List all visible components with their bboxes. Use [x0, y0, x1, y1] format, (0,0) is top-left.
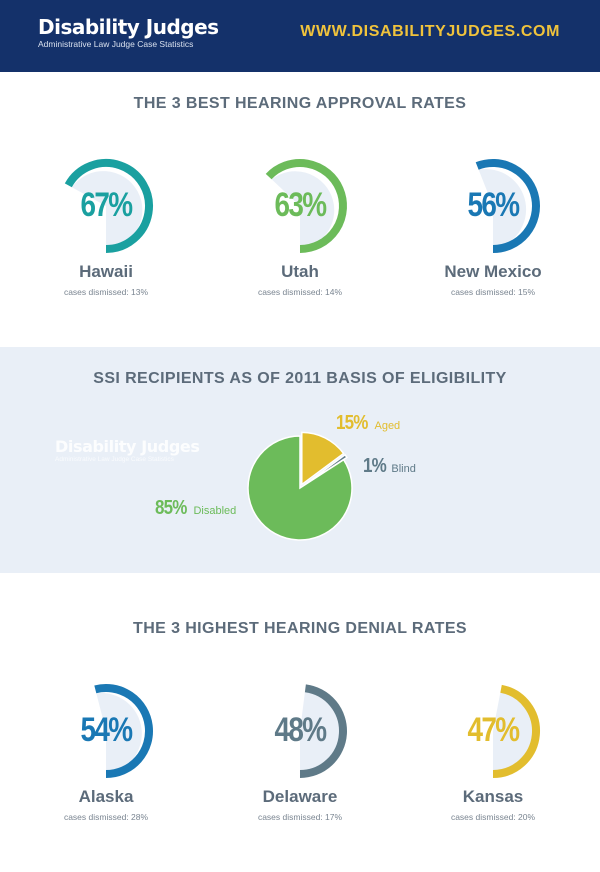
- pie-label-blind: 1% Blind: [363, 455, 416, 478]
- gauge-value: 54%: [80, 711, 134, 749]
- brand-name: Disability Judges: [38, 15, 219, 39]
- gauge-dismissed-note: cases dismissed: 14%: [257, 287, 343, 297]
- pie-label-name: Blind: [391, 463, 416, 475]
- gauge-hawaii: 67% Hawaii cases dismissed: 13%: [16, 156, 196, 297]
- gauge-ring: [64, 159, 153, 253]
- denial-section-title: THE 3 HIGHEST HEARING DENIAL RATES: [133, 620, 467, 637]
- brand-logo[interactable]: Disability Judges Administrative Law Jud…: [38, 16, 219, 49]
- gauge-dismissed-note: cases dismissed: 15%: [450, 287, 536, 297]
- gauge-state-name: Utah: [281, 262, 319, 281]
- gauge-kansas: 47% Kansas cases dismissed: 20%: [403, 681, 583, 822]
- gauge-arc: [475, 159, 540, 253]
- gauge-fill: [96, 692, 142, 774]
- gauge-dismissed-note: cases dismissed: 28%: [63, 812, 149, 822]
- gauge-value: 47%: [467, 711, 521, 749]
- gauge-new-mexico: 56% New Mexico cases dismissed: 15%: [403, 156, 583, 297]
- gauge-ring: [94, 684, 153, 778]
- site-url-link[interactable]: WWW.DISABILITYJUDGES.COM: [300, 23, 560, 40]
- gauge-state-name: Alaska: [78, 787, 134, 806]
- pie-label-disabled: 85% Disabled: [155, 497, 236, 520]
- gauge-arc: [94, 684, 153, 778]
- gauge-arc: [64, 159, 153, 253]
- gauge-ring: [492, 684, 540, 778]
- brand-tagline: Administrative Law Judge Case Statistics: [38, 39, 194, 49]
- gauge-alaska: 54% Alaska cases dismissed: 28%: [16, 681, 196, 822]
- gauge-arc: [299, 684, 347, 778]
- gauge-state-name: New Mexico: [444, 262, 542, 281]
- watermark-name: Disability Judges: [55, 437, 200, 456]
- ssi-pie-chart: [247, 431, 353, 541]
- pie-label-aged: 15% Aged: [336, 412, 400, 435]
- gauge-dismissed-note: cases dismissed: 13%: [63, 287, 149, 297]
- pie-slice-aged: [301, 431, 345, 486]
- brand-watermark: Disability Judges Administrative Law Jud…: [55, 437, 200, 463]
- gauge-utah: 63% Utah cases dismissed: 14%: [210, 156, 390, 297]
- gauge-arc: [265, 159, 347, 253]
- pie-label-value: 15%: [336, 412, 368, 434]
- pie-label-value: 1%: [363, 455, 387, 477]
- gauge-ring: [265, 159, 347, 253]
- ssi-section-title: SSI RECIPIENTS AS OF 2011 BASIS OF ELIGI…: [93, 370, 507, 387]
- gauge-value: 67%: [80, 186, 134, 224]
- gauge-state-name: Kansas: [462, 787, 524, 806]
- pie-slice-disabled: [247, 435, 353, 541]
- gauge-ring: [299, 684, 347, 778]
- gauge-ring: [475, 159, 540, 253]
- pie-label-name: Disabled: [193, 505, 237, 517]
- approval-section-title: THE 3 BEST HEARING APPROVAL RATES: [133, 95, 467, 112]
- pie-label-name: Aged: [374, 420, 401, 432]
- gauge-fill: [478, 169, 527, 249]
- gauge-value: 56%: [467, 186, 521, 224]
- gauge-fill: [271, 171, 335, 249]
- gauge-state-name: Delaware: [262, 787, 338, 806]
- gauge-value: 48%: [274, 711, 328, 749]
- watermark-tagline: Administrative Law Judge Case Statistics: [55, 456, 174, 463]
- gauge-dismissed-note: cases dismissed: 17%: [257, 812, 343, 822]
- gauge-value: 63%: [274, 186, 328, 224]
- gauge-dismissed-note: cases dismissed: 20%: [450, 812, 536, 822]
- gauge-arc: [492, 684, 540, 778]
- gauge-fill: [71, 171, 143, 249]
- pie-label-value: 85%: [155, 497, 187, 519]
- gauge-delaware: 48% Delaware cases dismissed: 17%: [210, 681, 390, 822]
- header-bar: Disability Judges Administrative Law Jud…: [0, 0, 600, 72]
- gauge-state-name: Hawaii: [79, 262, 133, 281]
